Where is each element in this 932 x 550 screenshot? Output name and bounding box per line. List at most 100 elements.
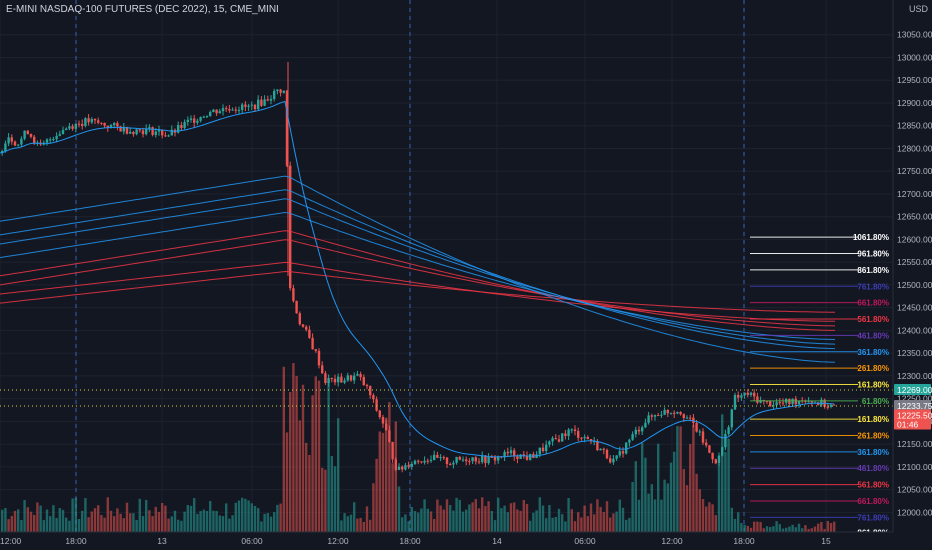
candle-body	[97, 120, 100, 123]
candle-body	[682, 414, 685, 419]
volume-bar	[433, 518, 436, 532]
volume-bar	[676, 426, 679, 532]
volume-bar	[365, 506, 369, 532]
volume-bar	[343, 513, 346, 532]
candle-body	[177, 124, 180, 133]
candle-body	[17, 144, 20, 146]
candle-body	[401, 466, 404, 470]
candle-body	[202, 116, 205, 118]
volume-bar	[119, 513, 122, 532]
candle-body	[141, 130, 145, 135]
candle-body	[705, 442, 708, 446]
volume-bar	[775, 521, 778, 532]
volume-bar	[407, 521, 410, 532]
volume-bar	[289, 392, 292, 532]
candle-body	[49, 139, 52, 141]
volume-bar	[263, 513, 266, 532]
volume-bar	[183, 511, 186, 532]
volume-bar	[167, 518, 170, 532]
price-tag-countdown: 01:46	[897, 419, 919, 429]
volume-bar	[714, 515, 717, 532]
volume-bar	[81, 510, 84, 532]
volume-bar	[740, 523, 743, 532]
volume-bar	[218, 515, 221, 532]
candle-body	[609, 458, 612, 463]
volume-bar	[359, 517, 362, 532]
volume-bar	[660, 499, 663, 532]
volume-bar	[605, 501, 609, 532]
price-tag-label: 12225.50	[897, 410, 932, 420]
volume-bar	[481, 497, 484, 532]
volume-bar	[388, 402, 391, 532]
volume-bar	[477, 508, 481, 532]
candle-body	[26, 130, 29, 134]
volume-bar	[253, 505, 257, 532]
volume-bar	[801, 528, 804, 532]
volume-bar	[781, 528, 785, 532]
volume-bar	[465, 509, 468, 532]
candle-body	[413, 460, 417, 464]
volume-bar	[666, 483, 669, 532]
volume-bar	[730, 507, 733, 532]
candle-body	[519, 454, 522, 459]
price-tag	[894, 400, 931, 412]
volume-bar	[449, 505, 452, 532]
volume-bar	[20, 520, 23, 532]
candle-body	[618, 451, 621, 456]
candle-body	[634, 429, 637, 435]
volume-bar	[26, 507, 29, 532]
volume-bar	[503, 505, 506, 532]
volume-bar	[49, 516, 52, 532]
candle-body	[522, 454, 525, 456]
candle-body	[628, 439, 631, 443]
volume-bar	[301, 384, 305, 532]
ema-long-red-line	[0, 270, 835, 313]
candle-body	[55, 135, 58, 140]
volume-bar	[212, 510, 215, 532]
volume-bar	[381, 432, 385, 532]
candle-body	[1, 151, 4, 154]
candle-body	[295, 301, 298, 314]
candle-body	[359, 374, 362, 378]
candle-body	[810, 401, 813, 403]
candle-body	[605, 449, 609, 459]
volume-bar	[615, 511, 618, 532]
candle-body	[93, 119, 97, 121]
ema-long-red-line	[0, 230, 835, 331]
candle-body	[145, 128, 148, 135]
candle-body	[375, 399, 378, 411]
candle-body	[513, 450, 516, 457]
candle-body	[423, 460, 426, 463]
candle-body	[756, 396, 759, 403]
candle-body	[231, 109, 234, 111]
candle-body	[113, 123, 116, 126]
price-tag	[894, 383, 931, 395]
candle-body	[733, 395, 737, 410]
candle-body	[305, 326, 308, 330]
candle-body	[356, 374, 359, 376]
candle-body	[100, 122, 103, 124]
symbol-title[interactable]: E-MINI NASDAQ-100 FUTURES (DEC 2022), 15…	[6, 4, 279, 15]
candle-body	[717, 455, 721, 464]
volume-bar	[532, 512, 535, 532]
time-tick-label: 12:00	[327, 536, 349, 546]
volume-bar	[596, 499, 599, 532]
candle-body	[673, 412, 676, 414]
ema-long-blue-line	[0, 211, 836, 340]
volume-bar	[10, 515, 13, 532]
candle-body	[183, 122, 186, 129]
candle-body	[308, 329, 311, 338]
volume-bar	[298, 420, 301, 532]
candle-body	[602, 448, 605, 450]
candle-body	[551, 438, 554, 442]
candle-body	[74, 123, 77, 129]
candle-body	[596, 441, 599, 451]
candle-body	[631, 434, 634, 440]
volume-bar	[509, 503, 513, 532]
candle-body	[593, 441, 596, 443]
volume-bar	[148, 510, 151, 532]
candle-body	[458, 456, 461, 460]
volume-bar	[135, 520, 138, 532]
candle-body	[737, 395, 740, 398]
